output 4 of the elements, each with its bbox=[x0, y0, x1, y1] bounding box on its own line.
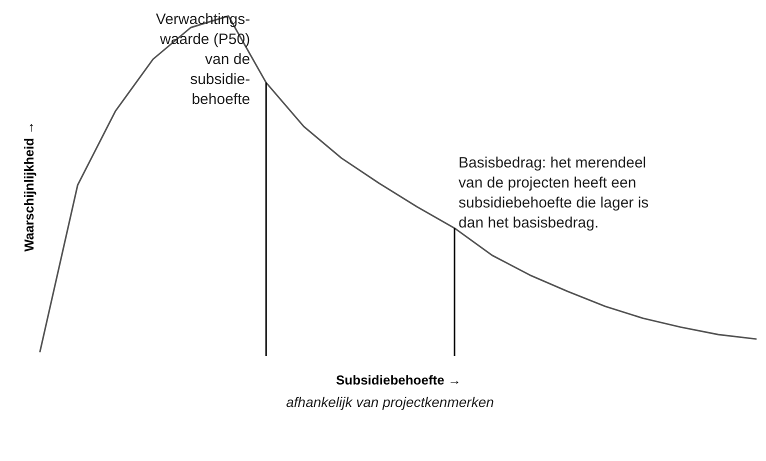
x-axis-title: Subsidiebehoefte → bbox=[336, 372, 461, 388]
text: afhankelijk van projectkenmerken bbox=[286, 394, 494, 410]
annotation: Basisbedrag: het merendeel van de projecten heeft een subsidiebehoefte die lager is dan het basisbedrag. bbox=[458, 154, 649, 232]
y-axis-title: Waarschijnlijkheid → bbox=[22, 121, 36, 252]
